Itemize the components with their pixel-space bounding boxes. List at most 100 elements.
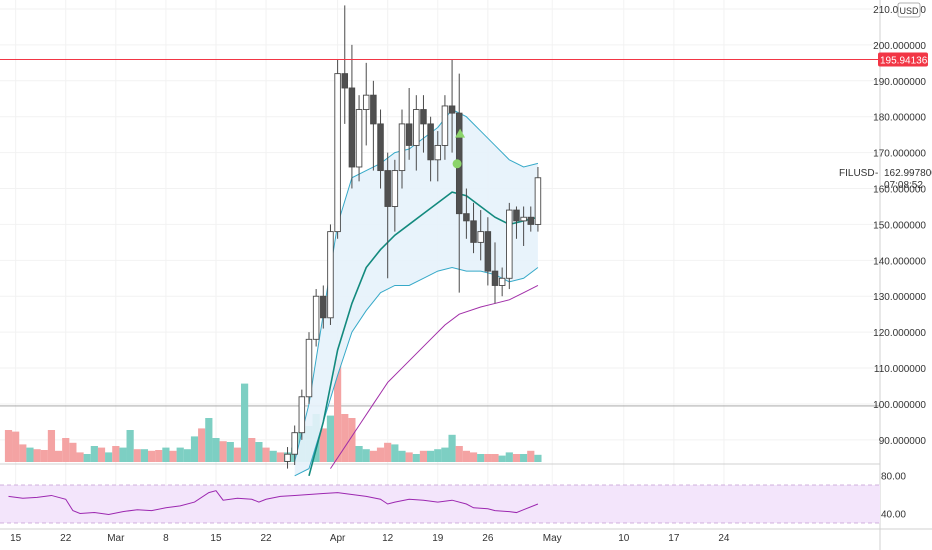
ma-mid-line [308,191,539,476]
volume-bar [491,454,499,462]
price-tick-label: 170.000000 [873,149,926,160]
volume-bar [133,449,141,462]
currency-badge[interactable]: USD [897,2,921,18]
time-tick-label: 15 [10,533,22,544]
candle-down [484,231,492,272]
symbol-price-label: FILUSD - 162.997800 07:08:52 [839,168,932,191]
candle-up [441,105,449,146]
volume-bar [326,415,335,462]
volume-bar [462,450,470,462]
candle-up [398,123,406,172]
candle-down [377,123,384,172]
volume-bar [341,414,349,462]
volume-bar [262,447,270,462]
time-tick-label: May [543,533,562,544]
volume-bar [212,438,220,462]
time-axis[interactable]: 15 22 Mar 8 15 22 Apr 12 19 26 May 10 17 24 [10,533,730,544]
price-tick-label: 120.000000 [873,328,926,339]
volume-bar [190,436,199,462]
candle-up [520,216,527,222]
volume-bar [369,450,377,462]
volume-bar [276,452,284,462]
volume-bar [334,359,342,462]
candle-down [320,295,327,319]
rsi-tick-label: 40.00 [881,510,906,521]
volume-bar [419,450,428,462]
candle-up [534,177,542,225]
volume-bar [255,442,263,462]
volume-bar [248,438,256,462]
candle-up [434,144,442,161]
candle-up [284,453,291,462]
volume-bar [69,442,77,462]
volume-bar [455,446,463,462]
volume-bar [269,450,277,462]
volume-bar [140,449,149,462]
volume-bar [520,454,528,462]
volume-bar [12,431,20,462]
volume-bar [205,418,213,462]
price-tick-label: 130.000000 [873,292,926,303]
volume-bar [376,447,385,462]
band-fill [294,109,538,476]
volume-bar [348,418,356,462]
candles[interactable] [284,5,542,469]
volume-bar [126,430,134,462]
ma-slow-line [330,285,539,469]
volume-bar [477,454,485,462]
volume-bar [405,452,413,462]
volume-bar [105,452,113,462]
alert-price-label: 195.941363 [880,55,932,66]
candle-up [355,109,363,168]
volume-bar [198,428,206,462]
time-tick-label: 22 [260,533,272,544]
rsi-pane [0,484,880,524]
candle-up [477,231,484,243]
volume-bar [484,454,492,462]
candle-up [298,396,306,434]
volume-bar [469,452,478,462]
indicator-lines [294,108,539,477]
volume-bar [26,447,34,462]
volume-bar [62,438,70,462]
volume-bar [391,444,399,462]
band-area [294,109,538,476]
volume-bar [40,450,48,462]
volume-bar [355,446,363,462]
volume-bar [147,450,156,462]
candle-up [413,109,420,146]
price-axis[interactable]: 210.000000200.000000190.000000180.000000… [873,5,926,521]
price-tick-label: 100.000000 [873,400,926,411]
volume-bar [19,444,27,462]
rsi-tick-label: 80.00 [881,472,906,483]
alert-line-group[interactable]: 195.941363 [0,52,932,67]
candle-down [448,105,456,114]
time-tick-label: 22 [60,533,72,544]
volume-bar [505,452,513,462]
volume-bar [512,454,521,462]
volume-bar [219,441,227,462]
volume-bar [155,450,163,462]
candle-down [470,220,477,243]
volume-bar [47,430,56,462]
price-tick-label: 90.000000 [879,436,927,447]
bar-countdown: 07:08:52 [884,180,923,191]
last-price: 162.997800 [884,168,932,179]
volume-bar [448,434,456,462]
candle-up [327,231,334,319]
volume-bar [226,442,234,462]
volume-bar [362,449,370,462]
time-tick-label: 19 [432,533,444,544]
volume-bar [240,383,249,462]
volume-bar [76,452,84,462]
candle-up [506,209,513,279]
candle-down [405,123,413,146]
time-tick-label: 26 [482,533,494,544]
signal-dot [452,159,462,169]
volume-bar [398,450,406,462]
candle-down [527,216,535,225]
candle-up [391,170,399,207]
volume-bar [384,442,392,462]
